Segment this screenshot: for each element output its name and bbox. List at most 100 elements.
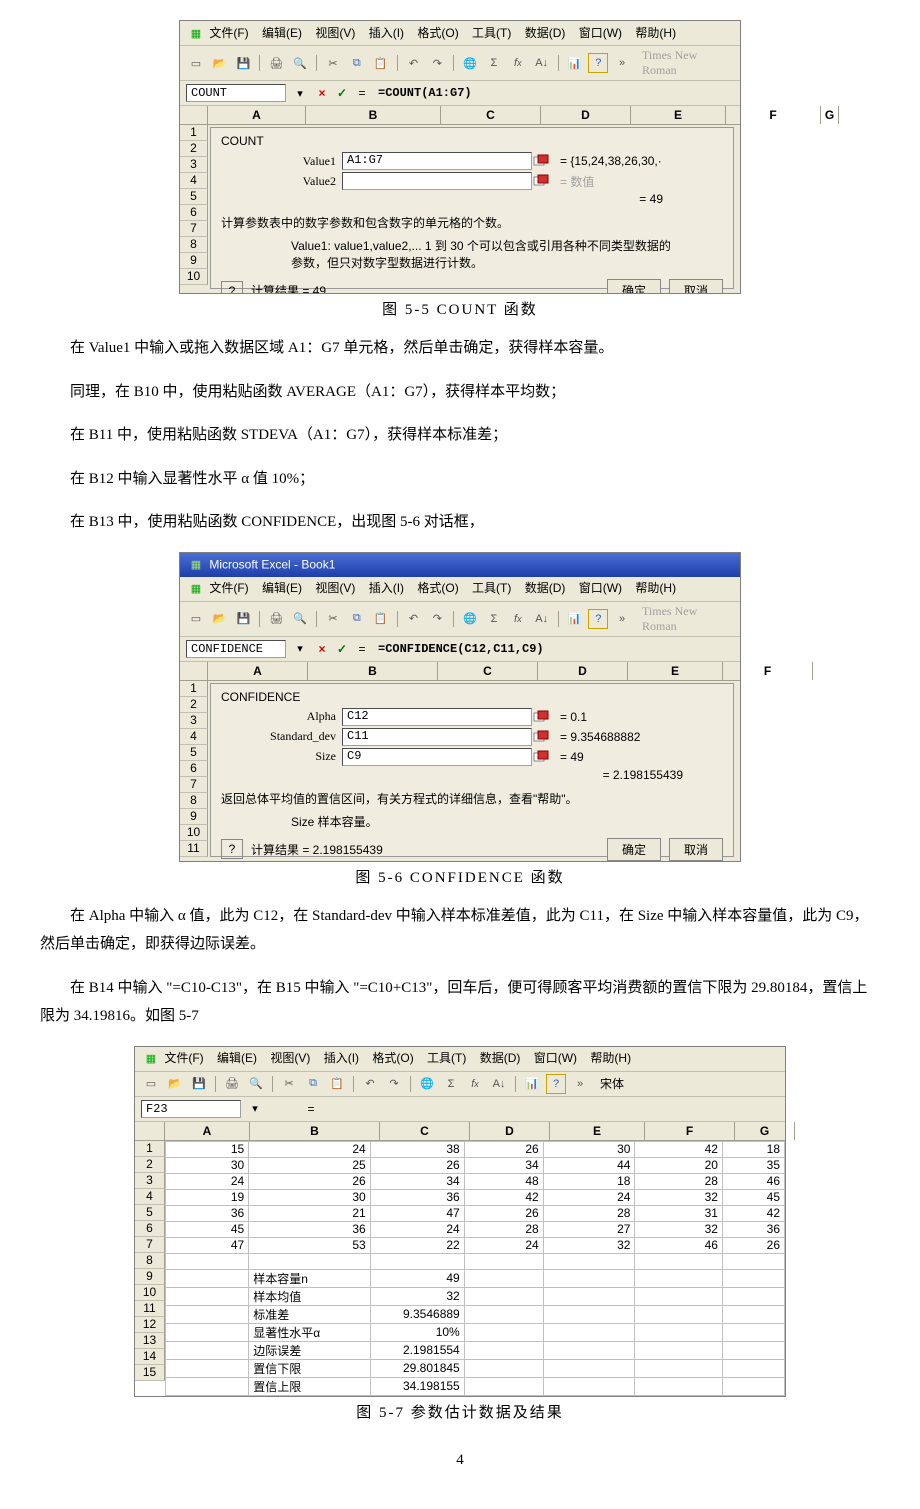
edit-formula-icon[interactable]: = — [303, 1101, 319, 1117]
hyperlink-icon[interactable]: 🌐 — [460, 609, 480, 629]
cell[interactable]: 42 — [722, 1205, 784, 1221]
menu-edit[interactable]: 编辑(E) — [262, 24, 302, 41]
cell[interactable]: 36 — [166, 1205, 249, 1221]
cell[interactable]: 20 — [635, 1157, 722, 1173]
print-icon[interactable]: 🖨 — [266, 609, 286, 629]
cell[interactable] — [722, 1323, 784, 1341]
cell[interactable]: 42 — [464, 1189, 543, 1205]
ref-icon[interactable] — [532, 172, 550, 190]
cell[interactable]: 28 — [635, 1173, 722, 1189]
more-icon[interactable]: » — [612, 609, 632, 629]
row-header[interactable]: 5 — [180, 189, 208, 205]
cell[interactable] — [464, 1323, 543, 1341]
cell[interactable]: 38 — [370, 1141, 464, 1157]
formula-text[interactable]: =COUNT(A1:G7) — [374, 85, 476, 101]
cell[interactable]: 10% — [370, 1323, 464, 1341]
cut-icon[interactable]: ✂ — [279, 1074, 299, 1094]
row-header[interactable]: 4 — [180, 173, 208, 189]
col-b[interactable]: B — [306, 106, 441, 124]
preview-icon[interactable]: 🔍 — [290, 53, 310, 73]
cell[interactable] — [722, 1359, 784, 1377]
col-g[interactable]: G — [821, 106, 839, 124]
menu-window[interactable]: 窗口(W) — [534, 1049, 577, 1066]
ref-icon[interactable] — [532, 748, 550, 766]
help-icon[interactable]: ? — [588, 53, 608, 73]
cell[interactable]: 18 — [722, 1141, 784, 1157]
cell[interactable]: 53 — [249, 1237, 370, 1253]
edit-formula-icon[interactable]: = — [354, 85, 370, 101]
cell[interactable]: 32 — [635, 1189, 722, 1205]
col-g[interactable]: G — [735, 1122, 795, 1140]
cell[interactable] — [722, 1269, 784, 1287]
dialog-help-icon[interactable]: ? — [221, 281, 243, 294]
cell[interactable] — [635, 1253, 722, 1269]
ref-icon[interactable] — [532, 152, 550, 170]
row-header[interactable]: 10 — [180, 269, 208, 285]
cell[interactable]: 49 — [370, 1269, 464, 1287]
cell[interactable]: 24 — [464, 1237, 543, 1253]
new-icon[interactable]: ▭ — [186, 609, 206, 629]
cell[interactable] — [543, 1323, 635, 1341]
cell[interactable] — [464, 1287, 543, 1305]
row-header[interactable]: 6 — [180, 205, 208, 221]
cell[interactable]: 46 — [635, 1237, 722, 1253]
undo-icon[interactable]: ↶ — [360, 1074, 380, 1094]
cell[interactable]: 显著性水平α — [249, 1323, 370, 1341]
row-header[interactable]: 13 — [135, 1333, 165, 1349]
print-icon[interactable]: 🖨 — [222, 1074, 242, 1094]
cell[interactable]: 标准差 — [249, 1305, 370, 1323]
cell[interactable]: 30 — [543, 1141, 635, 1157]
dropdown-icon[interactable]: ▾ — [290, 83, 310, 103]
copy-icon[interactable]: ⧉ — [347, 53, 367, 73]
cell[interactable] — [543, 1269, 635, 1287]
cell[interactable] — [543, 1359, 635, 1377]
row-header[interactable]: 12 — [135, 1317, 165, 1333]
cell[interactable]: 34 — [370, 1173, 464, 1189]
cell[interactable]: 42 — [635, 1141, 722, 1157]
autosum-icon[interactable]: Σ — [484, 609, 504, 629]
row-header[interactable]: 10 — [180, 825, 208, 841]
cell[interactable]: 35 — [722, 1157, 784, 1173]
cell[interactable]: 34 — [464, 1157, 543, 1173]
name-box[interactable]: F23 — [141, 1100, 241, 1118]
cell[interactable]: 9.3546889 — [370, 1305, 464, 1323]
cell[interactable]: 45 — [722, 1189, 784, 1205]
row-header[interactable]: 11 — [180, 841, 208, 857]
cell[interactable] — [166, 1359, 249, 1377]
copy-icon[interactable]: ⧉ — [303, 1074, 323, 1094]
cell[interactable]: 31 — [635, 1205, 722, 1221]
row-header[interactable]: 6 — [180, 761, 208, 777]
cell[interactable]: 47 — [166, 1237, 249, 1253]
row-header[interactable]: 4 — [180, 729, 208, 745]
menu-file[interactable]: 文件(F) — [164, 1049, 203, 1066]
cell[interactable]: 30 — [166, 1157, 249, 1173]
col-b[interactable]: B — [308, 662, 438, 680]
cell[interactable]: 48 — [464, 1173, 543, 1189]
cell[interactable]: 28 — [464, 1221, 543, 1237]
more-icon[interactable]: » — [612, 53, 632, 73]
menu-data[interactable]: 数据(D) — [525, 24, 566, 41]
cell[interactable]: 36 — [249, 1221, 370, 1237]
ok-button[interactable]: 确定 — [607, 279, 661, 293]
row-header[interactable]: 5 — [135, 1205, 165, 1221]
col-b[interactable]: B — [250, 1122, 380, 1140]
cell[interactable] — [635, 1269, 722, 1287]
font-name-box[interactable]: 宋体 — [600, 1075, 624, 1092]
cell[interactable] — [635, 1359, 722, 1377]
new-icon[interactable]: ▭ — [186, 53, 206, 73]
cell[interactable] — [543, 1305, 635, 1323]
ref-icon[interactable] — [532, 708, 550, 726]
row-header[interactable]: 6 — [135, 1221, 165, 1237]
row-header[interactable]: 7 — [135, 1237, 165, 1253]
ref-icon[interactable] — [532, 728, 550, 746]
paste-icon[interactable]: 📋 — [327, 1074, 347, 1094]
cell[interactable]: 18 — [543, 1173, 635, 1189]
menu-insert[interactable]: 插入(I) — [369, 579, 404, 596]
menu-view[interactable]: 视图(V) — [315, 579, 355, 596]
alpha-input[interactable]: C12 — [342, 708, 532, 726]
menu-file[interactable]: 文件(F) — [209, 579, 248, 596]
row-header[interactable]: 2 — [135, 1157, 165, 1173]
row-header[interactable]: 1 — [135, 1141, 165, 1157]
cell[interactable]: 19 — [166, 1189, 249, 1205]
menu-window[interactable]: 窗口(W) — [579, 579, 622, 596]
